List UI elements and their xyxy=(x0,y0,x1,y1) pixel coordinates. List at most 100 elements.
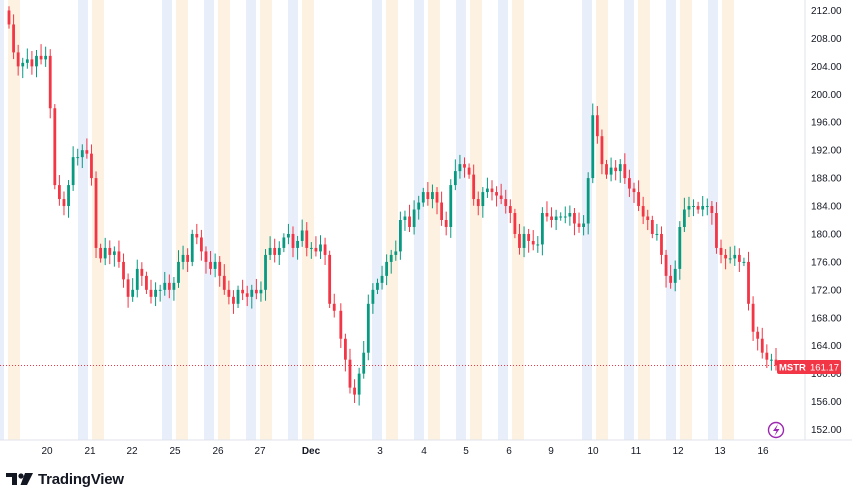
candle-body xyxy=(380,275,384,283)
candle-body xyxy=(540,213,544,245)
candle-body xyxy=(181,254,185,262)
candle-body xyxy=(323,244,327,255)
time-tick-label: 27 xyxy=(254,446,266,457)
candle-body xyxy=(376,282,379,290)
premarket-band xyxy=(176,0,188,440)
premarket-band xyxy=(722,0,734,440)
candle-body xyxy=(453,171,457,186)
time-tick-label: 9 xyxy=(548,446,554,457)
candle-body xyxy=(481,192,485,207)
candle-body xyxy=(650,220,654,234)
candle-body xyxy=(403,216,407,220)
premarket-band xyxy=(92,0,104,440)
candle-body xyxy=(76,157,80,159)
time-tick-label: 22 xyxy=(126,446,138,457)
time-tick-label: 16 xyxy=(757,446,769,457)
candle-body xyxy=(522,233,526,248)
premarket-band xyxy=(638,0,650,440)
candle-body xyxy=(209,261,212,269)
premarket-band xyxy=(428,0,440,440)
candle-body xyxy=(513,213,517,234)
candle-body xyxy=(305,230,309,248)
last-price-label: 161.17 xyxy=(810,363,839,374)
time-tick-label: Dec xyxy=(302,446,321,457)
time-tick-label: 20 xyxy=(41,446,53,457)
time-tick-label: 21 xyxy=(84,446,96,457)
premarket-band xyxy=(596,0,608,440)
candle-body xyxy=(259,289,263,294)
time-tick-label: 13 xyxy=(714,446,726,457)
candle-body xyxy=(421,192,425,203)
candle-body xyxy=(435,192,439,203)
premarket-band xyxy=(260,0,272,440)
candle-body xyxy=(618,164,622,172)
candle-body xyxy=(655,233,659,235)
candle-body xyxy=(463,164,466,168)
time-tick-label: 10 xyxy=(587,446,599,457)
candle-body xyxy=(163,282,167,290)
candle-body xyxy=(737,254,741,262)
candle-body xyxy=(371,289,375,304)
premarket-band xyxy=(680,0,692,440)
candle-body xyxy=(62,199,66,207)
candle-body xyxy=(600,136,604,165)
candle-body xyxy=(398,220,402,252)
afterhours-band xyxy=(708,0,718,440)
afterhours-band xyxy=(666,0,676,440)
candle-body xyxy=(291,233,295,248)
candle-body xyxy=(126,279,130,297)
candle-body xyxy=(582,223,586,227)
candle-body xyxy=(412,209,416,227)
candle-body xyxy=(167,282,171,290)
candle-body xyxy=(673,268,677,283)
price-tick-label: 200.00 xyxy=(811,90,842,101)
candle-body xyxy=(357,373,361,395)
candle-body xyxy=(490,188,494,193)
candle-body xyxy=(417,202,421,210)
candle-body xyxy=(472,174,476,200)
price-axis[interactable]: 212.00 208.00 204.00 200.00 196.00 192.00 188.… xyxy=(811,6,842,436)
time-tick-label: 4 xyxy=(421,446,427,457)
candle-body xyxy=(623,164,627,179)
candle-body xyxy=(449,185,453,227)
candle-body xyxy=(94,178,98,248)
price-tick-label: 172.00 xyxy=(811,285,842,296)
afterhours-band xyxy=(78,0,88,440)
time-axis[interactable]: 20 21 22 25 26 27 Dec 3 4 5 6 9 10 11 12 13 16 xyxy=(41,446,769,457)
tradingview-logo[interactable]: TradingView xyxy=(6,471,124,488)
candle-body xyxy=(385,261,389,276)
candle-body xyxy=(724,254,728,259)
candle-body xyxy=(595,115,599,137)
candle-body xyxy=(495,192,498,196)
candle-body xyxy=(641,206,645,217)
candle-body xyxy=(646,216,650,220)
candle-body xyxy=(80,150,84,158)
candle-body xyxy=(614,167,618,172)
premarket-band xyxy=(512,0,524,440)
candle-body xyxy=(250,289,254,297)
premarket-band xyxy=(302,0,314,440)
lightning-icon[interactable] xyxy=(767,421,785,439)
candle-body xyxy=(277,247,281,255)
candle-body xyxy=(504,199,508,207)
candle-body xyxy=(770,359,773,361)
candle-body xyxy=(264,254,267,290)
candle-body xyxy=(108,247,112,255)
candle-body xyxy=(545,213,549,217)
candle-body xyxy=(30,59,34,67)
candle-body xyxy=(149,289,153,297)
candle-body xyxy=(232,296,235,304)
price-tick-label: 160.00 xyxy=(811,369,842,380)
candle-body xyxy=(103,247,107,259)
candle-body xyxy=(632,188,636,193)
candle-body xyxy=(7,10,11,25)
candle-body xyxy=(48,55,52,109)
candle-body xyxy=(678,226,682,269)
candle-body xyxy=(609,167,613,175)
candle-body xyxy=(568,213,572,217)
price-tick-label: 164.00 xyxy=(811,341,842,352)
candle-body xyxy=(536,244,540,246)
candle-body xyxy=(332,303,336,311)
afterhours-band xyxy=(372,0,382,440)
